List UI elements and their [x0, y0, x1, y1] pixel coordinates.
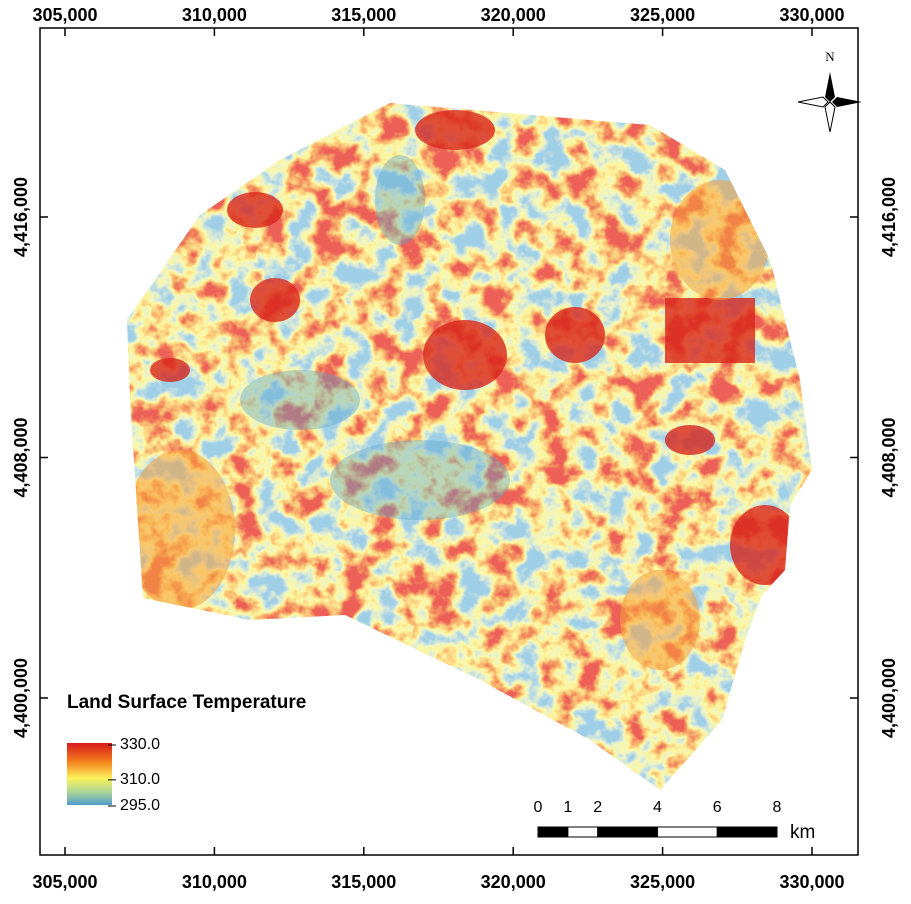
legend-label: 310.0	[120, 771, 160, 788]
scale-segment	[537, 826, 569, 838]
x-tick-label: 305,000	[32, 872, 97, 892]
x-tick-label: 320,000	[481, 872, 546, 892]
scale-label: 2	[593, 799, 602, 816]
x-tick-label: 320,000	[481, 5, 546, 25]
y-tick-label: 4,400,000	[11, 658, 31, 738]
x-tick-label: 315,000	[331, 5, 396, 25]
scale-label: 8	[773, 799, 782, 816]
scale-label: 6	[713, 799, 722, 816]
legend-label: 295.0	[120, 797, 160, 814]
y-tick-label: 4,400,000	[879, 658, 899, 738]
x-tick-label: 310,000	[182, 872, 247, 892]
north-arrow: N	[797, 49, 862, 133]
scale-segment	[716, 826, 778, 838]
north-label: N	[825, 49, 835, 64]
x-tick-label: 315,000	[331, 872, 396, 892]
legend-colorbar	[67, 743, 112, 805]
scale-unit: km	[790, 822, 815, 843]
cool-areas	[240, 155, 510, 520]
legend-label: 330.0	[120, 736, 160, 753]
y-tick-label: 4,408,000	[11, 417, 31, 497]
scale-segment	[567, 826, 599, 838]
hot-spots	[150, 110, 800, 585]
x-tick-label: 330,000	[779, 5, 844, 25]
scale-segment	[657, 826, 718, 838]
scale-label: 1	[563, 799, 572, 816]
map-frame	[39, 27, 859, 856]
scale-label: 0	[534, 799, 543, 816]
legend-title: Land Surface Temperature	[67, 692, 306, 713]
y-tick-label: 4,408,000	[879, 417, 899, 497]
x-tick-label: 325,000	[630, 5, 695, 25]
x-tick-label: 330,000	[779, 872, 844, 892]
scale-label: 4	[653, 799, 662, 816]
scale-segment	[597, 826, 658, 838]
x-tick-label: 325,000	[630, 872, 695, 892]
x-tick-label: 310,000	[182, 5, 247, 25]
y-tick-label: 4,416,000	[879, 177, 899, 257]
y-tick-label: 4,416,000	[11, 177, 31, 257]
x-tick-label: 305,000	[32, 5, 97, 25]
warm-areas	[127, 180, 770, 670]
